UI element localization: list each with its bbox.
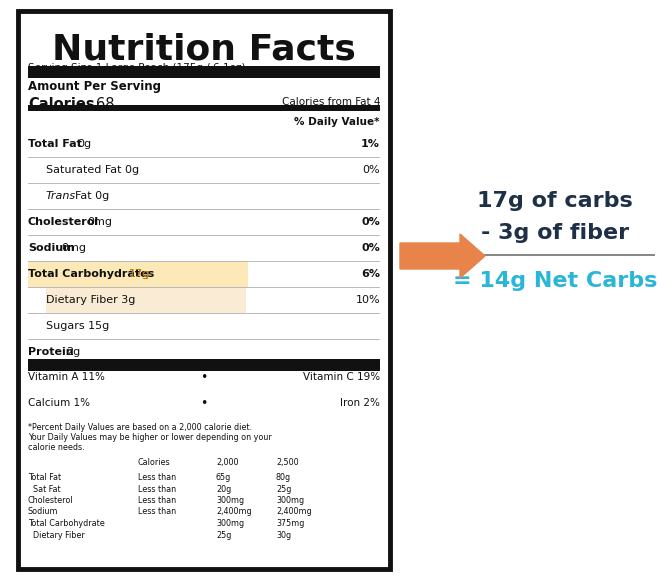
Text: = 14g Net Carbs: = 14g Net Carbs — [453, 271, 657, 291]
Bar — [28, 156, 380, 157]
Bar — [28, 260, 380, 261]
Text: 17g: 17g — [129, 269, 150, 279]
Text: 2,000: 2,000 — [216, 458, 239, 467]
Text: Calories: Calories — [138, 458, 171, 467]
Bar — [28, 182, 380, 184]
Text: Iron 2%: Iron 2% — [340, 398, 380, 408]
Text: 6%: 6% — [361, 269, 380, 279]
Text: 80g: 80g — [276, 473, 291, 482]
Text: 0%: 0% — [362, 165, 380, 175]
Text: 68: 68 — [96, 97, 114, 112]
Text: Your Daily Values may be higher or lower depending on your: Your Daily Values may be higher or lower… — [28, 433, 271, 442]
Text: Total Carbohydrate: Total Carbohydrate — [28, 519, 105, 528]
Text: 25g: 25g — [276, 485, 292, 493]
Text: 375mg: 375mg — [276, 519, 304, 528]
Bar — [405, 254, 655, 256]
Text: Total Fat: Total Fat — [28, 473, 61, 482]
Text: Total Fat: Total Fat — [28, 139, 82, 149]
Text: Fat 0g: Fat 0g — [75, 191, 110, 201]
Text: Amount Per Serving: Amount Per Serving — [28, 80, 161, 93]
Text: - 3g of fiber: - 3g of fiber — [481, 223, 629, 243]
Text: Nutrition Facts: Nutrition Facts — [52, 33, 356, 67]
Text: Dietary Fiber 3g: Dietary Fiber 3g — [46, 295, 135, 305]
Text: 65g: 65g — [216, 473, 231, 482]
Text: Sodium: Sodium — [28, 243, 75, 253]
Text: 0g: 0g — [77, 139, 91, 149]
Text: *Percent Daily Values are based on a 2,000 calorie diet.: *Percent Daily Values are based on a 2,0… — [28, 423, 252, 432]
Text: 30g: 30g — [276, 530, 291, 540]
Text: Sugars 15g: Sugars 15g — [46, 321, 110, 331]
FancyArrow shape — [400, 234, 485, 278]
Bar — [18, 11, 390, 569]
Text: Calories: Calories — [28, 97, 95, 112]
Text: 2,500: 2,500 — [276, 458, 298, 467]
Text: Less than: Less than — [138, 507, 176, 517]
Text: Cholesterol: Cholesterol — [28, 496, 74, 505]
Bar — [28, 286, 380, 288]
Text: Sat Fat: Sat Fat — [28, 485, 60, 493]
Text: 20g: 20g — [216, 485, 231, 493]
Text: Saturated Fat 0g: Saturated Fat 0g — [46, 165, 139, 175]
Text: Less than: Less than — [138, 485, 176, 493]
Text: Less than: Less than — [138, 496, 176, 505]
Text: 1%: 1% — [361, 139, 380, 149]
Text: Cholesterol: Cholesterol — [28, 217, 99, 227]
Text: 10%: 10% — [355, 295, 380, 305]
Text: •: • — [200, 371, 208, 383]
Text: 0mg: 0mg — [61, 243, 86, 253]
Text: 300mg: 300mg — [216, 496, 244, 505]
Text: 0%: 0% — [362, 243, 380, 253]
Bar — [28, 66, 380, 78]
Text: Vitamin C 19%: Vitamin C 19% — [303, 372, 380, 382]
Text: % Daily Value*: % Daily Value* — [294, 117, 380, 127]
Text: 300mg: 300mg — [276, 496, 304, 505]
Text: Calories from Fat 4: Calories from Fat 4 — [282, 97, 380, 107]
Text: 25g: 25g — [216, 530, 231, 540]
Text: Vitamin A 11%: Vitamin A 11% — [28, 372, 105, 382]
Text: Sodium: Sodium — [28, 507, 58, 517]
Text: Serving Size 1 Large Peach (175g / 6.1oz): Serving Size 1 Large Peach (175g / 6.1oz… — [28, 63, 245, 73]
Text: 2g: 2g — [67, 347, 81, 357]
Text: Dietary Fiber: Dietary Fiber — [28, 530, 85, 540]
Text: 0%: 0% — [362, 217, 380, 227]
Text: 17g of carbs: 17g of carbs — [477, 191, 633, 211]
Bar — [28, 209, 380, 210]
Text: 2,400mg: 2,400mg — [276, 507, 312, 517]
Text: Protein: Protein — [28, 347, 74, 357]
Bar — [28, 105, 380, 111]
Text: Total Carbohydrates: Total Carbohydrates — [28, 269, 155, 279]
Text: Trans: Trans — [46, 191, 76, 201]
Bar — [28, 313, 380, 314]
Text: 300mg: 300mg — [216, 519, 244, 528]
Text: Less than: Less than — [138, 473, 176, 482]
Bar — [46, 287, 246, 313]
Text: 2,400mg: 2,400mg — [216, 507, 251, 517]
Text: calorie needs.: calorie needs. — [28, 443, 85, 452]
Text: Calcium 1%: Calcium 1% — [28, 398, 90, 408]
Bar — [28, 261, 248, 287]
Bar — [28, 359, 380, 371]
Text: 17g: 17g — [129, 269, 150, 279]
Text: 0mg: 0mg — [87, 217, 112, 227]
Text: •: • — [200, 396, 208, 410]
